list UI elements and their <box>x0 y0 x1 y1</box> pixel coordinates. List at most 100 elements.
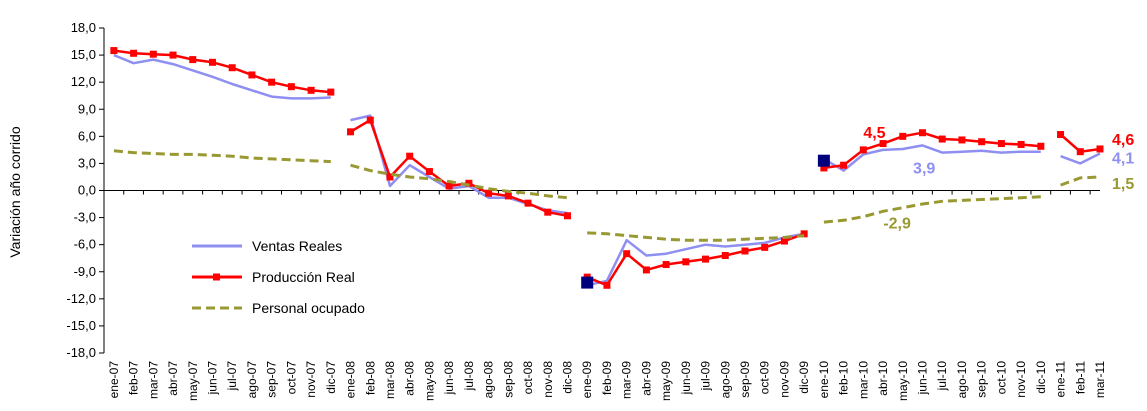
data-point-marker <box>485 189 493 197</box>
data-point-marker <box>307 86 315 94</box>
series-line-segment <box>823 195 1041 224</box>
x-tick-label: abr-09 <box>639 361 653 396</box>
x-tick-label: abr-07 <box>166 361 180 396</box>
x-tick-label: dic-09 <box>797 361 811 394</box>
x-tick-label: oct-07 <box>284 361 298 395</box>
data-point-marker <box>958 136 966 144</box>
y-tick-label: 0,0 <box>78 183 96 198</box>
y-tick-label: 9,0 <box>78 101 96 116</box>
legend-label: Ventas Reales <box>252 238 342 254</box>
y-axis-ticks: 18,0 15,0 12,0 9,0 6,0 3,0 0,0 -3,0 -6,0 -9,0 -12,… <box>66 20 104 360</box>
data-point-marker <box>978 138 986 146</box>
data-point-marker <box>623 250 631 258</box>
data-point-marker <box>780 237 788 245</box>
x-tick-label: may-09 <box>659 361 673 401</box>
x-tick-label: ago-09 <box>718 361 732 399</box>
x-tick-label: abr-10 <box>876 361 890 396</box>
data-point-marker <box>149 50 157 58</box>
data-point-marker <box>662 261 670 269</box>
y-tick-label: -15,0 <box>66 318 96 333</box>
y-tick-label: -18,0 <box>66 345 96 360</box>
data-annotation: 1,5 <box>1112 176 1134 193</box>
data-point-marker <box>287 83 295 91</box>
y-tick-label: 18,0 <box>71 20 96 35</box>
y-tick-label: -9,0 <box>74 264 96 279</box>
data-point-marker <box>899 132 907 140</box>
x-tick-label: ago-10 <box>955 361 969 399</box>
x-tick-label: may-10 <box>896 361 910 401</box>
data-point-marker <box>110 47 118 55</box>
x-tick-label: feb-09 <box>600 361 614 395</box>
data-point-marker <box>800 230 808 238</box>
data-point-marker <box>1037 142 1045 150</box>
x-tick-label: ene-10 <box>817 361 831 399</box>
x-tick-label: jul-10 <box>935 361 949 392</box>
x-axis-ticks: ene-07 feb-07 mar-07 abr-07 may-07 jun-07 jul-… <box>103 190 1107 401</box>
data-annotation: 4,1 <box>1112 150 1134 167</box>
x-tick-label: sep-10 <box>975 361 989 398</box>
x-tick-label: nov-09 <box>777 361 791 398</box>
data-point-marker <box>642 266 650 274</box>
data-point-marker <box>1017 140 1025 148</box>
x-tick-label: mar-11 <box>1093 361 1107 398</box>
data-point-marker <box>130 49 138 57</box>
y-tick-label: -6,0 <box>74 237 96 252</box>
x-tick-label: oct-09 <box>758 361 772 395</box>
x-tick-label: mar-10 <box>856 361 870 399</box>
series-line-segment <box>1060 152 1101 165</box>
data-point-marker <box>347 128 355 136</box>
x-tick-label: jul-09 <box>699 361 713 392</box>
highlight-marker <box>581 276 594 289</box>
data-point-marker <box>425 168 433 176</box>
x-tick-label: feb-08 <box>363 361 377 395</box>
data-point-marker <box>465 179 473 187</box>
data-point-marker <box>189 56 197 64</box>
x-tick-label: ago-07 <box>245 361 259 399</box>
data-point-marker <box>406 152 414 160</box>
x-tick-label: mar-08 <box>383 361 397 399</box>
data-point-marker <box>702 255 710 263</box>
x-tick-label: jul-07 <box>225 361 239 392</box>
y-tick-label: -3,0 <box>74 210 96 225</box>
data-point-marker <box>544 208 552 216</box>
legend-label: Producción Real <box>252 269 355 285</box>
data-point-marker <box>268 78 276 86</box>
highlight-marker <box>817 154 830 167</box>
data-point-marker <box>1076 148 1084 156</box>
data-point-marker <box>366 116 374 124</box>
x-tick-label: feb-10 <box>837 361 851 395</box>
annotations: 4,5 3,9 -2,9 4,64,1 1,5 <box>863 125 1134 233</box>
x-tick-label: dic-08 <box>560 361 574 394</box>
data-point-marker <box>840 161 848 169</box>
x-tick-label: may-07 <box>186 361 200 401</box>
series-line-segment <box>586 232 805 287</box>
series-layer <box>110 47 1104 289</box>
data-point-marker <box>248 71 256 79</box>
legend: Ventas Reales Producción Real Personal ocu… <box>192 238 365 316</box>
data-point-marker <box>563 212 571 220</box>
data-point-marker <box>504 192 512 200</box>
x-tick-label: dic-07 <box>324 361 338 394</box>
series-line-segment <box>823 144 1041 172</box>
data-point-marker <box>761 243 769 251</box>
legend-item: Producción Real <box>192 269 355 285</box>
x-tick-label: sep-09 <box>738 361 752 398</box>
highlight-markers <box>581 154 830 289</box>
x-tick-label: mar-09 <box>620 361 634 399</box>
x-tick-label: sep-07 <box>265 361 279 398</box>
x-tick-label: feb-07 <box>127 361 141 395</box>
series-line-segment <box>113 49 331 94</box>
data-point-marker <box>1057 131 1065 139</box>
data-point-marker <box>327 88 335 96</box>
series-line-segment <box>349 118 568 218</box>
x-tick-label: feb-11 <box>1073 361 1087 394</box>
data-point-marker <box>859 146 867 154</box>
data-annotation: 4,5 <box>863 125 885 142</box>
x-tick-label: nov-07 <box>304 361 318 398</box>
data-point-marker <box>386 173 394 181</box>
y-tick-label: 6,0 <box>78 128 96 143</box>
legend-marker <box>213 273 220 281</box>
x-tick-label: jun-07 <box>205 361 219 396</box>
data-point-marker <box>997 140 1005 148</box>
x-tick-label: ene-08 <box>344 361 358 399</box>
